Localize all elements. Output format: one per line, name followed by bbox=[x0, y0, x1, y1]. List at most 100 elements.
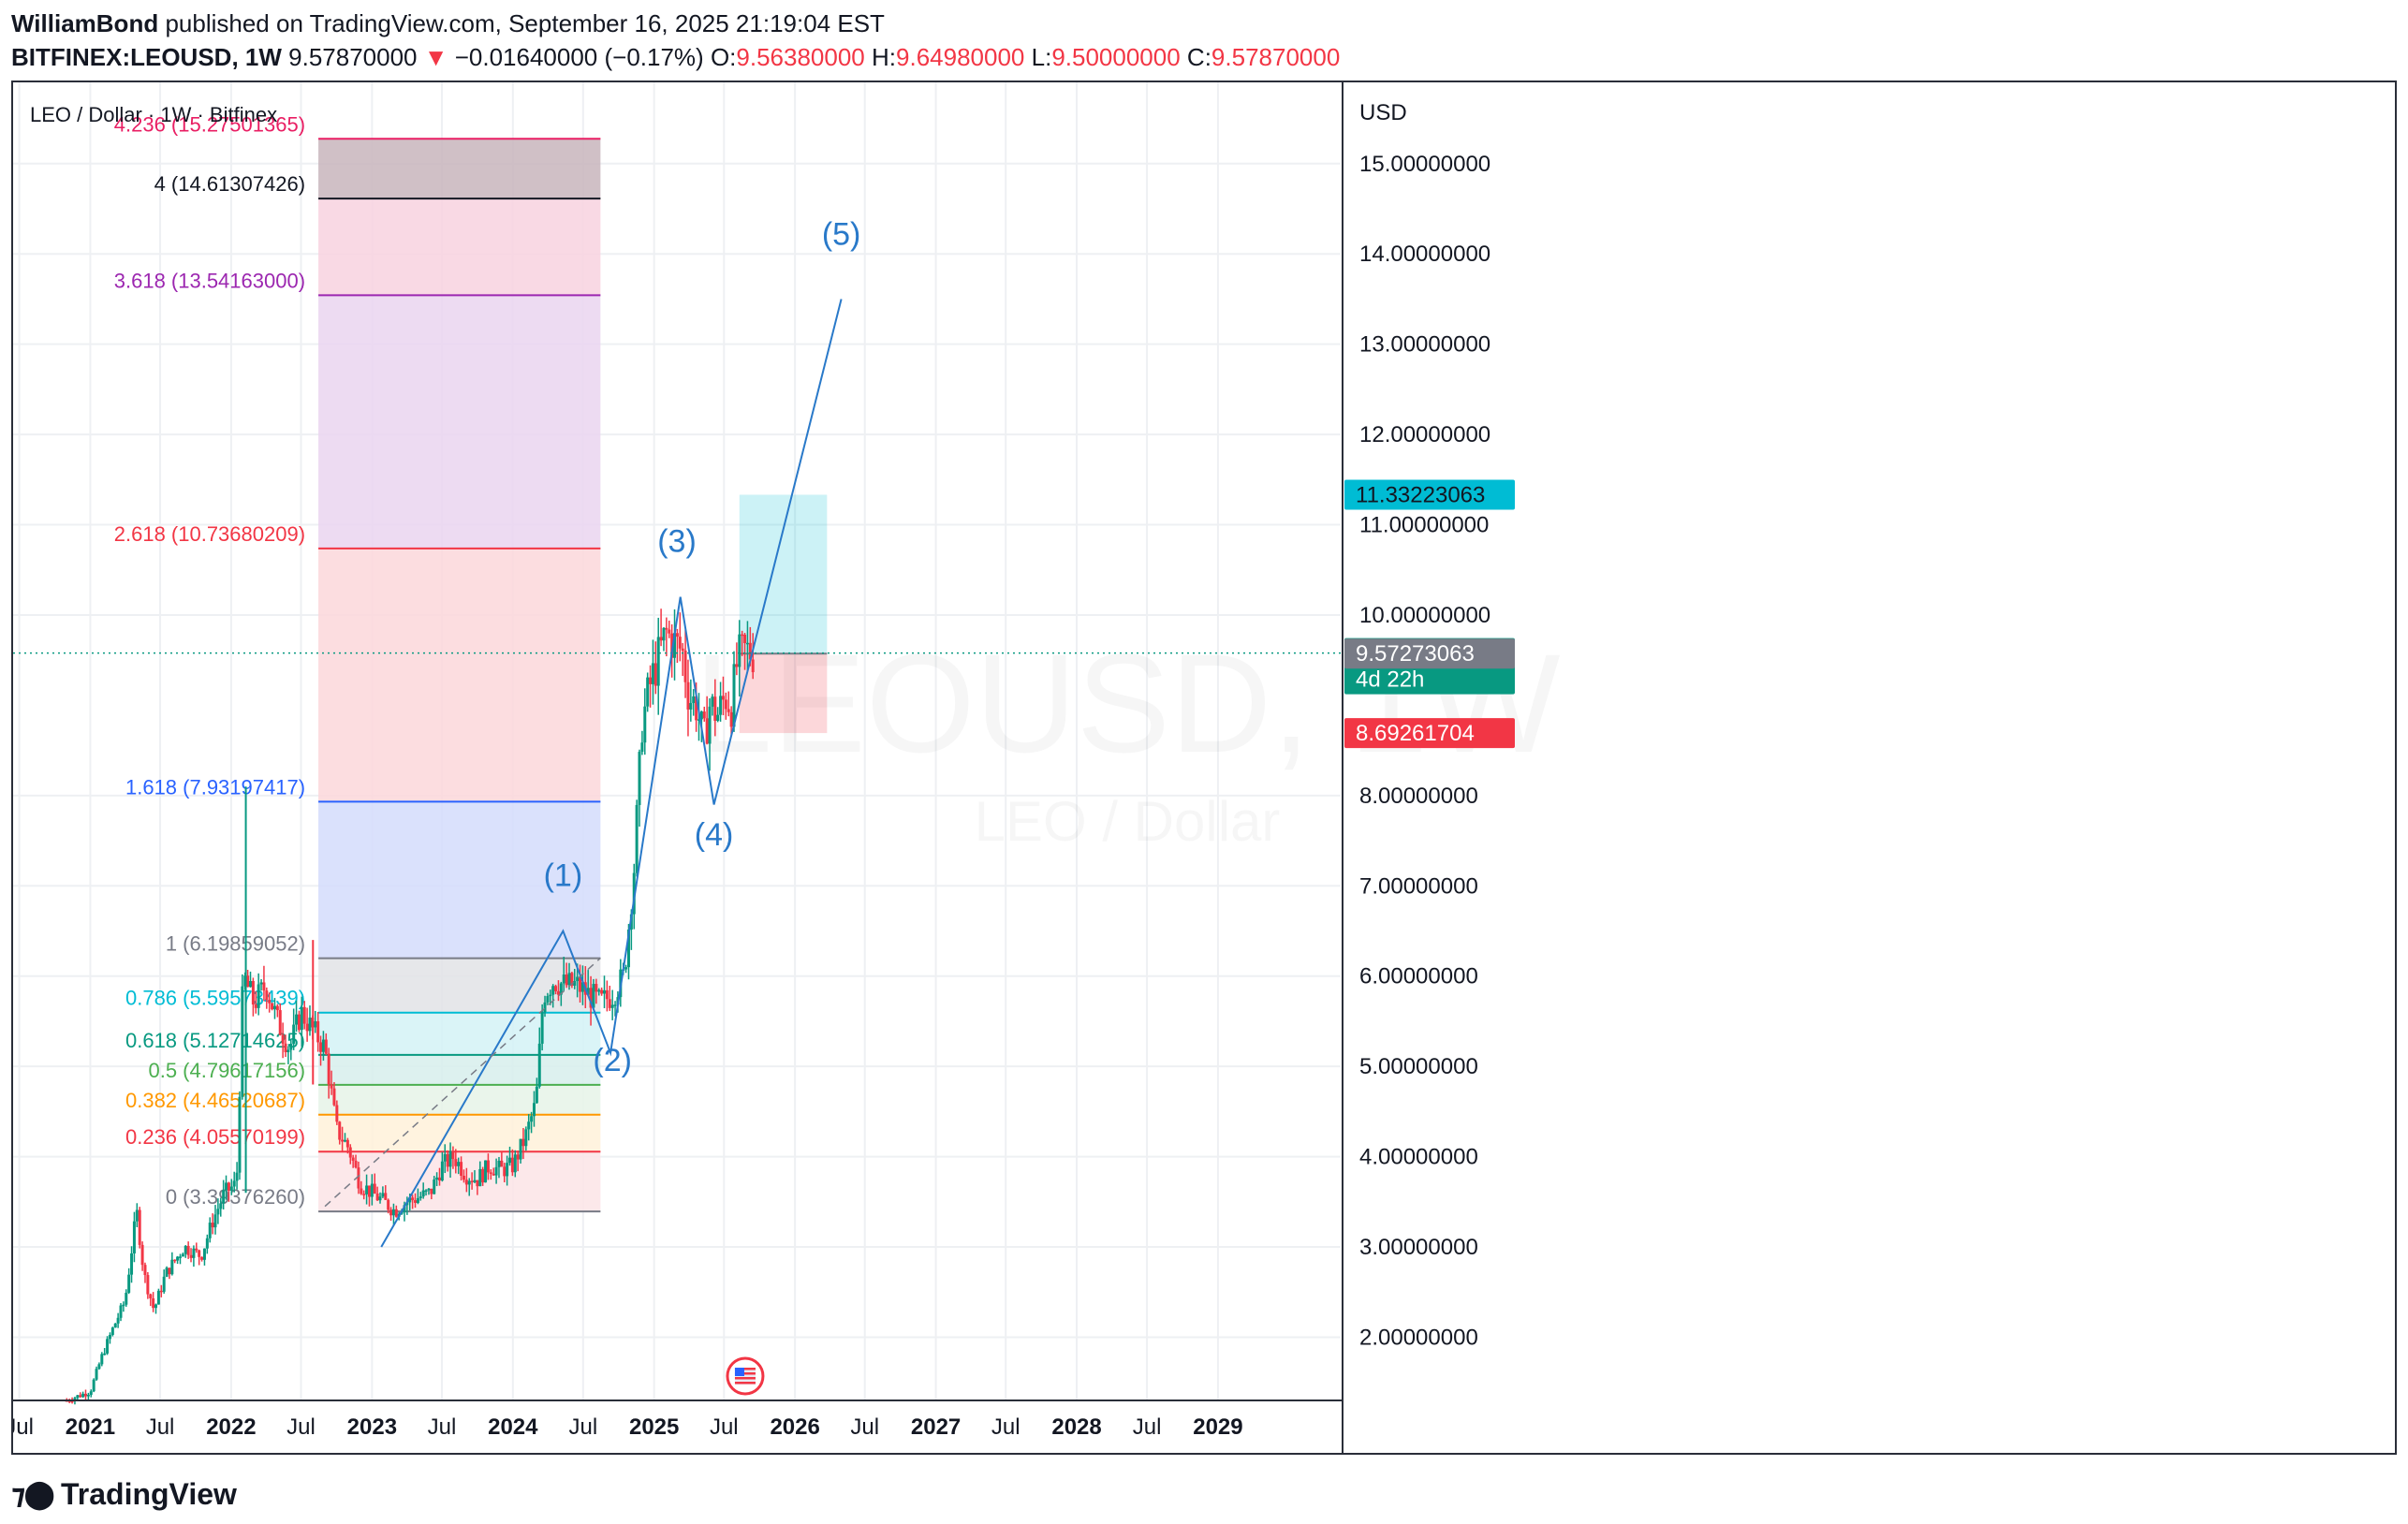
price-axis-tick-label: 7.00000000 bbox=[1359, 873, 1478, 899]
us-flag-stripe bbox=[734, 1377, 756, 1380]
time-axis-tick-label: Jul bbox=[146, 1414, 175, 1440]
candle-body bbox=[651, 663, 654, 684]
candle-body bbox=[202, 1248, 206, 1260]
candle-body bbox=[152, 1297, 155, 1309]
wave-label[interactable]: (5) bbox=[822, 217, 861, 253]
candle-body bbox=[365, 1185, 369, 1194]
candle-body bbox=[640, 742, 644, 753]
candle-body bbox=[83, 1393, 87, 1397]
fib-level-label: 2.618 (10.73680209) bbox=[114, 522, 305, 546]
fib-band bbox=[318, 548, 601, 802]
candle-body bbox=[222, 1190, 226, 1204]
candle-body bbox=[132, 1221, 136, 1253]
drawing-lines[interactable] bbox=[324, 299, 843, 1248]
candle-body bbox=[530, 1116, 534, 1122]
price-axis-tick-label: 10.00000000 bbox=[1359, 603, 1490, 628]
candle-body bbox=[97, 1364, 101, 1370]
candle-body bbox=[297, 1014, 301, 1031]
candle-body bbox=[281, 1034, 285, 1044]
candle-body bbox=[289, 1043, 293, 1050]
candle-body bbox=[79, 1395, 82, 1398]
candle-body bbox=[259, 982, 263, 985]
publish-line: WilliamBond published on TradingView.com… bbox=[11, 9, 885, 38]
candle-body bbox=[689, 703, 693, 710]
candle-body bbox=[292, 1024, 296, 1044]
candle-body bbox=[519, 1138, 522, 1160]
chart-frame[interactable]: LEOUSD, 1W LEO / Dollar 0 (3.39376260) 0.… bbox=[11, 81, 2397, 1455]
dashed-trend-line[interactable] bbox=[324, 957, 601, 1208]
candle-body bbox=[473, 1180, 477, 1182]
candle-body bbox=[116, 1317, 120, 1324]
candle-body bbox=[95, 1369, 98, 1380]
candle-body bbox=[653, 663, 657, 686]
candle-body bbox=[635, 804, 639, 873]
fib-level-label: 3.618 (13.54163000) bbox=[114, 269, 305, 292]
elliott-wave-line[interactable] bbox=[380, 299, 843, 1248]
chart-legend-title[interactable]: LEO / Dollar · 1W · Bitfinex bbox=[30, 103, 277, 126]
fib-band bbox=[318, 1012, 601, 1055]
elliott-wave-labels[interactable]: (1) (2) (3) (4) (5) bbox=[544, 217, 861, 1396]
candle-body bbox=[727, 709, 730, 712]
candle-body bbox=[86, 1394, 90, 1397]
candle-body bbox=[508, 1157, 512, 1164]
tradingview-logo-icon: ⁊⬤ bbox=[11, 1478, 55, 1510]
candle-body bbox=[716, 714, 720, 721]
wave-label[interactable]: (3) bbox=[657, 523, 697, 559]
candle-body bbox=[586, 988, 590, 995]
candle-body bbox=[702, 711, 706, 719]
candle-body bbox=[481, 1168, 485, 1183]
candle-body bbox=[416, 1197, 419, 1203]
fib-band bbox=[318, 295, 601, 549]
open-value: 9.56380000 bbox=[736, 43, 865, 71]
us-flag-stripe bbox=[734, 1372, 756, 1375]
low-value: 9.50000000 bbox=[1051, 43, 1181, 71]
candle-body bbox=[348, 1147, 352, 1158]
candle-body bbox=[448, 1150, 452, 1167]
candle-body bbox=[506, 1163, 509, 1177]
candle-body bbox=[724, 699, 727, 710]
fibonacci-extension[interactable]: 0 (3.39376260) 0.236 (4.05570199) 0.382 (4… bbox=[114, 112, 601, 1213]
wave-label[interactable]: (2) bbox=[593, 1043, 632, 1078]
candle-body bbox=[138, 1209, 141, 1245]
candle-body bbox=[537, 1043, 541, 1087]
wave-label[interactable]: (1) bbox=[544, 857, 583, 893]
candle-body bbox=[200, 1256, 204, 1260]
candle-body bbox=[597, 989, 601, 992]
price-chart[interactable]: LEOUSD, 1W LEO / Dollar 0 (3.39376260)0.… bbox=[13, 82, 2395, 1453]
candle-body bbox=[527, 1121, 531, 1130]
candle-body bbox=[435, 1177, 439, 1180]
candle-body bbox=[332, 1088, 336, 1106]
position-target-zone[interactable] bbox=[739, 494, 828, 654]
candle-body bbox=[603, 989, 607, 994]
candle-body bbox=[608, 999, 611, 1008]
price-axis-tick-label: 14.00000000 bbox=[1359, 242, 1490, 267]
candle-body bbox=[476, 1180, 479, 1187]
candle-body bbox=[732, 664, 736, 727]
candle-body bbox=[391, 1209, 395, 1216]
us-flag-stripe bbox=[734, 1368, 756, 1370]
candle-body bbox=[286, 1049, 290, 1053]
candle-body bbox=[156, 1290, 160, 1305]
candle-body bbox=[335, 1105, 339, 1122]
candle-body bbox=[497, 1160, 501, 1167]
wave-label[interactable]: (4) bbox=[695, 817, 734, 853]
candle-body bbox=[373, 1183, 376, 1194]
candle-body bbox=[125, 1292, 128, 1305]
tradingview-logo[interactable]: ⁊⬤ TradingView bbox=[11, 1475, 237, 1513]
author-name[interactable]: WilliamBond bbox=[11, 9, 159, 37]
watermark-name: LEO / Dollar bbox=[975, 790, 1281, 853]
currency-label[interactable]: USD bbox=[1359, 100, 1407, 125]
candle-body bbox=[381, 1193, 385, 1197]
candle-body bbox=[251, 980, 255, 1005]
candle-body bbox=[354, 1160, 358, 1168]
published-text: published on TradingView.com, September … bbox=[165, 9, 885, 37]
candle-body bbox=[576, 976, 580, 982]
candle-body bbox=[321, 1039, 325, 1052]
candle-body bbox=[437, 1177, 441, 1181]
candle-body bbox=[271, 1003, 274, 1010]
candle-body bbox=[378, 1196, 382, 1201]
candle-body bbox=[462, 1175, 465, 1180]
symbol-line: BITFINEX:LEOUSD, 1W 9.57870000 ▼ −0.0164… bbox=[11, 43, 1340, 72]
candle-body bbox=[492, 1173, 495, 1176]
candle-body bbox=[729, 711, 733, 727]
